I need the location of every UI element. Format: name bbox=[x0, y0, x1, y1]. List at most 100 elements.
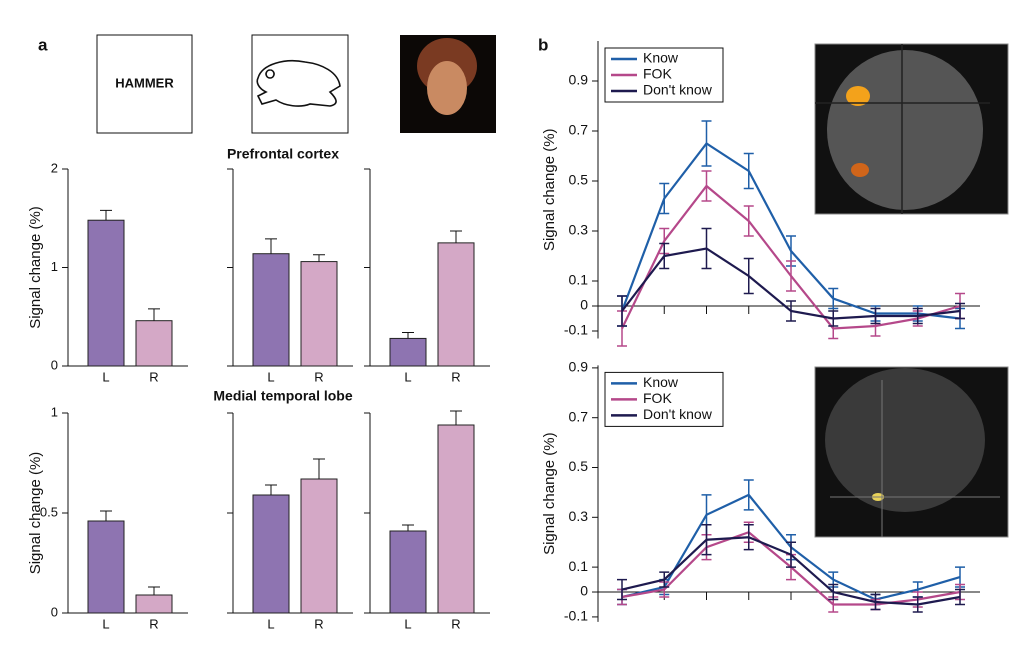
x-tick-label: R bbox=[314, 369, 323, 384]
error-bar bbox=[265, 238, 277, 254]
legend bbox=[604, 47, 724, 103]
bar bbox=[252, 494, 290, 614]
error-bar bbox=[148, 586, 160, 595]
y-tick-label: -0.1 bbox=[564, 322, 588, 338]
error-bar bbox=[100, 209, 112, 221]
error-bar bbox=[955, 302, 965, 320]
x-tick-label: R bbox=[149, 369, 158, 384]
error-bar bbox=[701, 170, 712, 202]
y-tick-label: 0 bbox=[51, 357, 58, 372]
legend-label: FOK bbox=[643, 66, 672, 82]
error-bar bbox=[313, 458, 325, 479]
brain-inset bbox=[814, 43, 1009, 215]
bar bbox=[389, 337, 427, 367]
bar bbox=[389, 530, 427, 614]
legend-label: Don't know bbox=[643, 82, 713, 98]
y-tick-label: 0.3 bbox=[569, 508, 589, 524]
y-axis-label: Signal change (%) bbox=[27, 206, 44, 329]
error-bar bbox=[786, 260, 796, 292]
bar bbox=[135, 320, 173, 367]
bar bbox=[437, 424, 475, 614]
y-tick-label: 0.5 bbox=[569, 172, 589, 188]
y-tick-label: 0.3 bbox=[569, 222, 589, 238]
error-bar bbox=[828, 310, 839, 327]
word-stimulus bbox=[96, 34, 193, 134]
y-tick-label: 0.7 bbox=[569, 122, 589, 138]
error-bar bbox=[701, 524, 712, 556]
y-axis-label: Signal change (%) bbox=[541, 432, 558, 555]
error-bar bbox=[701, 227, 712, 270]
error-bar bbox=[870, 307, 881, 325]
legend-label: FOK bbox=[643, 390, 672, 406]
y-axis-label: Signal change (%) bbox=[27, 452, 44, 575]
y-tick-label: 1 bbox=[51, 259, 58, 274]
frog-drawing bbox=[256, 60, 341, 107]
y-tick-label: 0.7 bbox=[569, 408, 589, 424]
error-bar bbox=[743, 257, 754, 295]
brain-inset bbox=[814, 366, 1009, 538]
error-bar bbox=[659, 242, 670, 270]
error-bar bbox=[955, 588, 965, 606]
error-bar bbox=[743, 524, 754, 551]
error-bar bbox=[617, 295, 627, 327]
error-bar bbox=[912, 307, 923, 325]
error-bar bbox=[870, 593, 881, 611]
x-tick-label: R bbox=[149, 616, 158, 631]
bar bbox=[437, 242, 475, 367]
y-tick-label: 0.1 bbox=[569, 272, 589, 288]
legend-label: Know bbox=[643, 374, 679, 390]
x-tick-label: R bbox=[314, 616, 323, 631]
bar bbox=[87, 219, 125, 367]
error-bar bbox=[450, 410, 462, 425]
error-bar bbox=[743, 205, 754, 237]
error-bar bbox=[701, 120, 712, 167]
error-bar bbox=[743, 152, 754, 190]
object-stimulus bbox=[251, 34, 349, 134]
stimulus-word: HAMMER bbox=[115, 75, 174, 90]
x-tick-label: L bbox=[267, 369, 274, 384]
error-bar bbox=[659, 182, 670, 215]
legend-label: Know bbox=[643, 50, 679, 66]
error-bar bbox=[402, 332, 414, 339]
error-bar bbox=[786, 300, 796, 322]
panel-label: b bbox=[538, 35, 548, 54]
error-bar bbox=[313, 254, 325, 262]
error-bar bbox=[402, 524, 414, 531]
bar bbox=[135, 594, 173, 614]
section-title: Prefrontal cortex bbox=[227, 146, 339, 162]
y-tick-label: 0.1 bbox=[569, 558, 589, 574]
section-title: Medial temporal lobe bbox=[213, 388, 352, 404]
y-tick-label: 2 bbox=[51, 160, 58, 175]
error-bar bbox=[450, 230, 462, 243]
x-tick-label: R bbox=[451, 369, 460, 384]
y-tick-label: 0.5 bbox=[569, 458, 589, 474]
x-tick-label: R bbox=[451, 616, 460, 631]
error-bar bbox=[828, 583, 839, 601]
error-bar bbox=[828, 287, 839, 310]
y-tick-label: 0 bbox=[580, 583, 588, 599]
error-bar bbox=[659, 571, 670, 588]
face bbox=[427, 61, 467, 115]
y-tick-label: 1 bbox=[51, 404, 58, 419]
error-bar bbox=[265, 484, 277, 495]
error-bar bbox=[100, 510, 112, 521]
error-bar bbox=[148, 308, 160, 321]
legend bbox=[604, 371, 724, 427]
bar bbox=[300, 261, 338, 367]
bar bbox=[300, 478, 338, 614]
error-bar bbox=[743, 479, 754, 511]
x-tick-label: L bbox=[102, 616, 109, 631]
y-tick-label: 0 bbox=[51, 604, 58, 619]
x-tick-label: L bbox=[404, 369, 411, 384]
y-tick-label: 0 bbox=[580, 297, 588, 313]
y-tick-label: 0.5 bbox=[40, 504, 58, 519]
y-tick-label: 0.9 bbox=[569, 72, 589, 88]
error-bar bbox=[617, 578, 627, 601]
y-tick-label: -0.1 bbox=[564, 608, 588, 624]
y-axis-label: Signal change (%) bbox=[541, 128, 558, 251]
x-tick-label: L bbox=[102, 369, 109, 384]
error-bar bbox=[912, 596, 923, 613]
legend-label: Don't know bbox=[643, 406, 713, 422]
bar bbox=[87, 520, 125, 614]
